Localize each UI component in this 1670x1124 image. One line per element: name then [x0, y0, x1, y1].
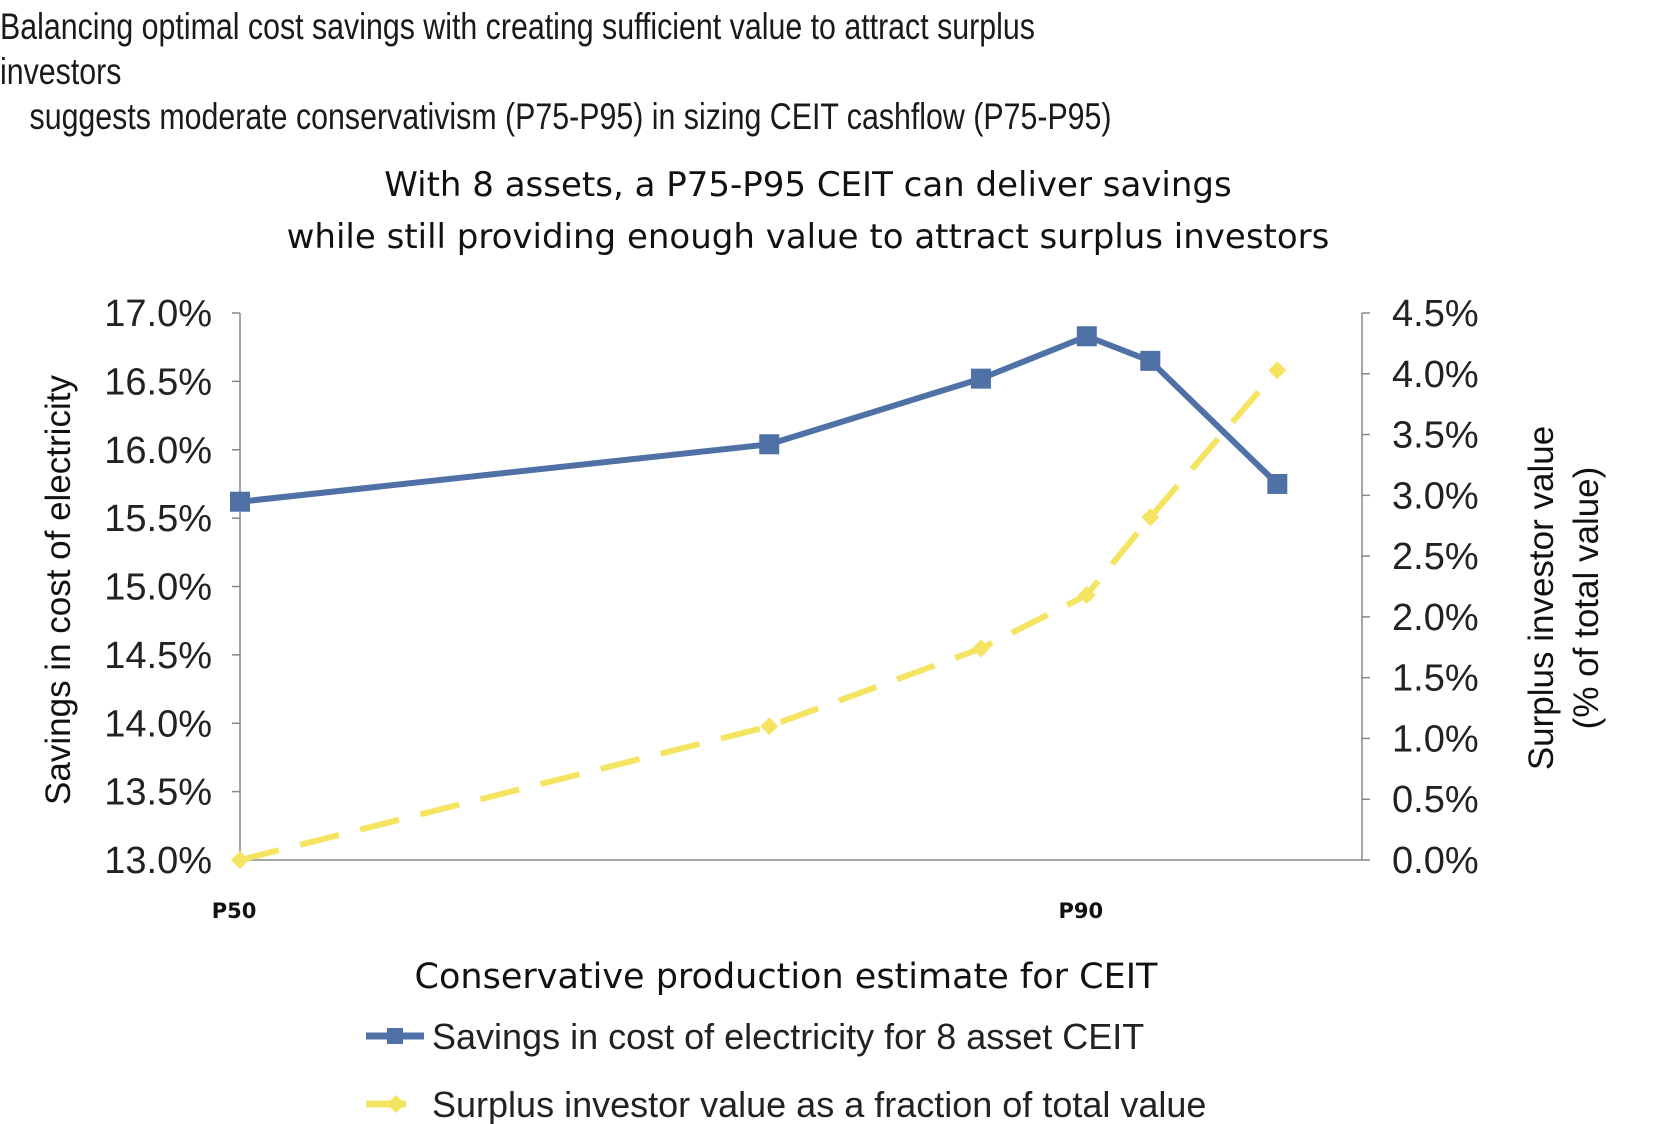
- left-tick-label: 14.0%: [104, 703, 212, 745]
- data-point-savings: [759, 434, 780, 455]
- legend-savings-label: Savings in cost of electricity for 8 ass…: [432, 1016, 1144, 1057]
- left-tick-label: 16.5%: [104, 361, 212, 403]
- left-tick-label: 15.0%: [104, 567, 212, 609]
- y-axis-right-label-line1: Surplus investor value: [1522, 426, 1561, 770]
- left-axis-ticks: 13.0% 13.5% 14.0% 14.5% 15.0% 15.5% 16.0% 16.5%…: [104, 293, 240, 882]
- right-tick-label: 2.0%: [1392, 597, 1479, 639]
- y-axis-left-label: Savings in cost of electricity: [39, 375, 78, 805]
- series-line-savings: [239, 333, 1280, 505]
- legend-surplus-marker: [387, 1095, 405, 1113]
- left-tick-label: 13.0%: [104, 840, 212, 882]
- right-tick-label: 4.0%: [1392, 354, 1479, 396]
- data-point-surplus: [760, 717, 779, 736]
- series-layer: [230, 326, 1288, 869]
- data-point-surplus: [231, 851, 249, 869]
- data-point-surplus: [1268, 361, 1287, 380]
- chart-title-line2: while still providing enough value to at…: [287, 217, 1330, 257]
- right-axis-ticks: 0.0% 0.5% 1.0% 1.5% 2.0% 2.5% 3.0% 3.5% 4.0% 4.5%: [1362, 293, 1479, 882]
- data-point-savings: [1267, 473, 1288, 494]
- x-tick-label: P50: [212, 899, 257, 923]
- data-point-surplus: [971, 639, 990, 658]
- data-point-savings: [1140, 350, 1161, 371]
- page-title: Balancing optimal cost savings with crea…: [0, 4, 1148, 139]
- data-point-savings: [230, 491, 250, 512]
- x-tick-label: P90: [1058, 899, 1103, 923]
- legend: Savings in cost of electricity for 8 ass…: [366, 1016, 1206, 1124]
- right-tick-label: 0.0%: [1392, 840, 1479, 882]
- left-tick-label: 14.5%: [104, 635, 212, 677]
- legend-savings-marker: [387, 1028, 403, 1044]
- right-tick-label: 4.5%: [1392, 293, 1479, 335]
- left-tick-label: 16.0%: [104, 430, 212, 472]
- left-tick-label: 17.0%: [104, 293, 212, 335]
- data-point-surplus: [1077, 586, 1096, 605]
- series-line-surplus: [239, 368, 1280, 863]
- data-point-savings: [1076, 326, 1097, 347]
- right-tick-label: 1.5%: [1392, 658, 1479, 700]
- y-axis-right-label-line2: (% of total value): [1567, 467, 1606, 730]
- right-tick-label: 3.5%: [1392, 415, 1479, 457]
- right-tick-label: 0.5%: [1392, 779, 1479, 821]
- right-tick-label: 3.0%: [1392, 475, 1479, 517]
- left-tick-label: 13.5%: [104, 772, 212, 814]
- left-tick-label: 15.5%: [104, 498, 212, 540]
- page-title-line2: suggests moderate conservativism (P75-P9…: [29, 96, 1112, 137]
- page-title-line1: Balancing optimal cost savings with crea…: [0, 6, 1035, 92]
- x-axis-ticks: P50 P90: [212, 899, 1103, 923]
- x-axis-title: Conservative production estimate for CEI…: [415, 957, 1158, 997]
- data-point-surplus: [1141, 508, 1160, 527]
- right-tick-label: 1.0%: [1392, 718, 1479, 760]
- legend-surplus-label: Surplus investor value as a fraction of …: [432, 1084, 1206, 1124]
- chart-title-line1: With 8 assets, a P75-P95 CEIT can delive…: [384, 165, 1231, 205]
- right-tick-label: 2.5%: [1392, 536, 1479, 578]
- data-point-savings: [970, 368, 991, 389]
